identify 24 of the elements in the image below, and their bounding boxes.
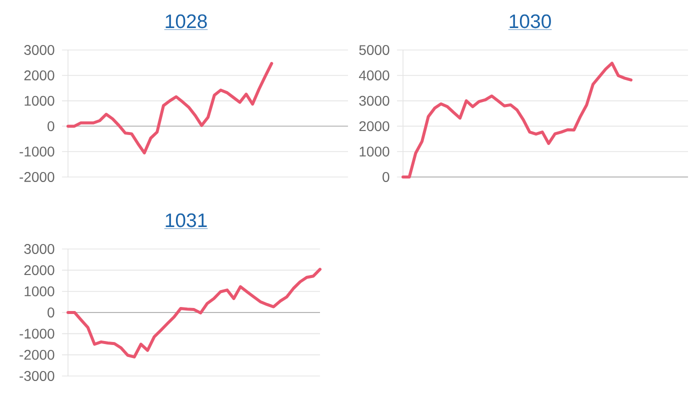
y-tick-label: 1000 [24, 286, 54, 296]
y-tick-label: 3000 [24, 244, 54, 254]
y-tick-label: -1000 [20, 328, 54, 339]
y-tick-label: 0 [48, 121, 54, 132]
y-tick-label: -1000 [20, 146, 54, 157]
y-tick-label: -3000 [20, 371, 54, 381]
y-tick-label: 2000 [24, 265, 54, 276]
y-tick-label: 0 [48, 308, 54, 318]
line-series [402, 62, 633, 178]
y-tick-label: 4000 [358, 70, 390, 80]
line-series [66, 268, 322, 358]
y-tick-label: 3000 [359, 96, 390, 106]
y-tick-label: 5000 [359, 45, 390, 55]
y-tick-label: 1000 [360, 146, 390, 157]
chart-title: 1030 [510, 14, 551, 28]
y-tick-label: 1000 [24, 96, 54, 106]
y-tick-label: -2000 [20, 350, 54, 360]
y-tick-label: 0 [382, 172, 390, 182]
y-tick-label: 2000 [24, 70, 54, 80]
chart-title: 1028 [166, 14, 207, 28]
chart-title: 1031 [166, 213, 207, 228]
y-tick-label: 2000 [359, 121, 390, 132]
y-tick-label: 3000 [24, 45, 54, 55]
y-tick-label: -2000 [20, 172, 54, 182]
